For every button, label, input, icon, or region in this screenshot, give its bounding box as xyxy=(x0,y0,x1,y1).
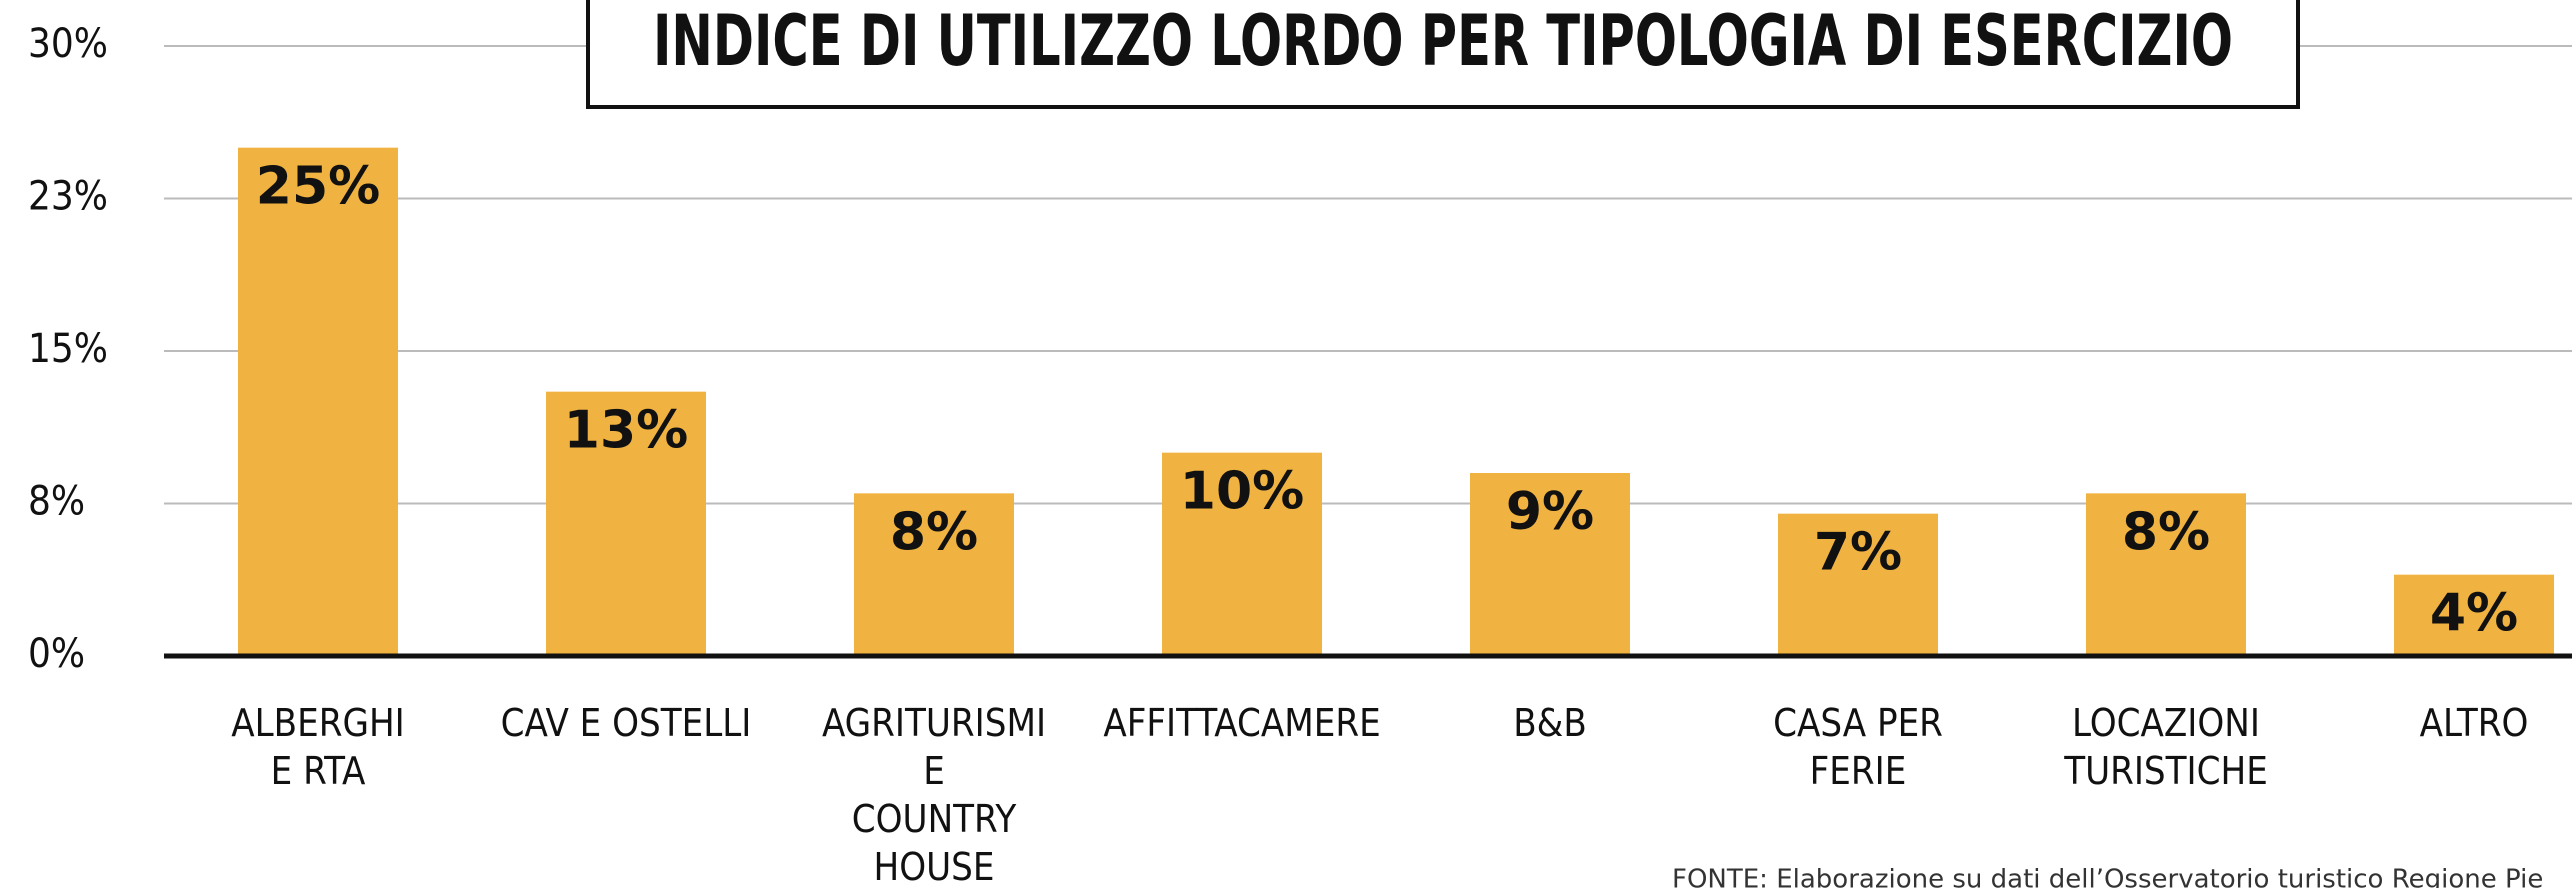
bar xyxy=(854,493,1014,656)
bar xyxy=(1778,513,1938,656)
value-label: 8% xyxy=(2122,502,2210,562)
x-tick-label: ALBERGHI E RTA xyxy=(231,701,405,793)
x-tick-label: ALTRO xyxy=(2420,701,2529,745)
bar xyxy=(238,147,398,656)
x-tick-label: LOCAZIONI TURISTICHE xyxy=(2063,701,2268,793)
x-tick-label: CASA PER FERIE xyxy=(1773,701,1943,793)
value-label: 13% xyxy=(564,401,688,461)
bar xyxy=(1162,452,1322,656)
y-tick-label: 23% xyxy=(28,174,108,220)
y-tick-label: 30% xyxy=(28,21,108,67)
value-label: 7% xyxy=(1814,523,1902,583)
bar xyxy=(2086,493,2246,656)
value-label: 10% xyxy=(1180,462,1304,522)
bar xyxy=(2394,574,2554,656)
x-tick-label: CAV E OSTELLI xyxy=(501,701,752,745)
value-label: 9% xyxy=(1506,482,1594,542)
x-tick-label: AGRITURISMI E COUNTRY HOUSE xyxy=(822,701,1046,888)
x-tick-label: AFFITTACAMERE xyxy=(1103,701,1380,745)
y-tick-label: 8% xyxy=(28,479,85,525)
value-label: 4% xyxy=(2430,584,2518,644)
chart-title: INDICE DI UTILIZZO LORDO PER TIPOLOGIA D… xyxy=(653,0,2233,82)
x-tick-label: B&B xyxy=(1513,701,1587,745)
value-label: 8% xyxy=(890,502,978,562)
value-label: 25% xyxy=(256,157,380,217)
y-tick-label: 15% xyxy=(28,326,108,372)
y-tick-label: 0% xyxy=(28,631,85,677)
bar xyxy=(546,391,706,656)
source-note: FONTE: Elaborazione su dati dell’Osserva… xyxy=(1672,865,2543,888)
title-box xyxy=(586,0,2300,109)
bar xyxy=(1470,473,1630,656)
